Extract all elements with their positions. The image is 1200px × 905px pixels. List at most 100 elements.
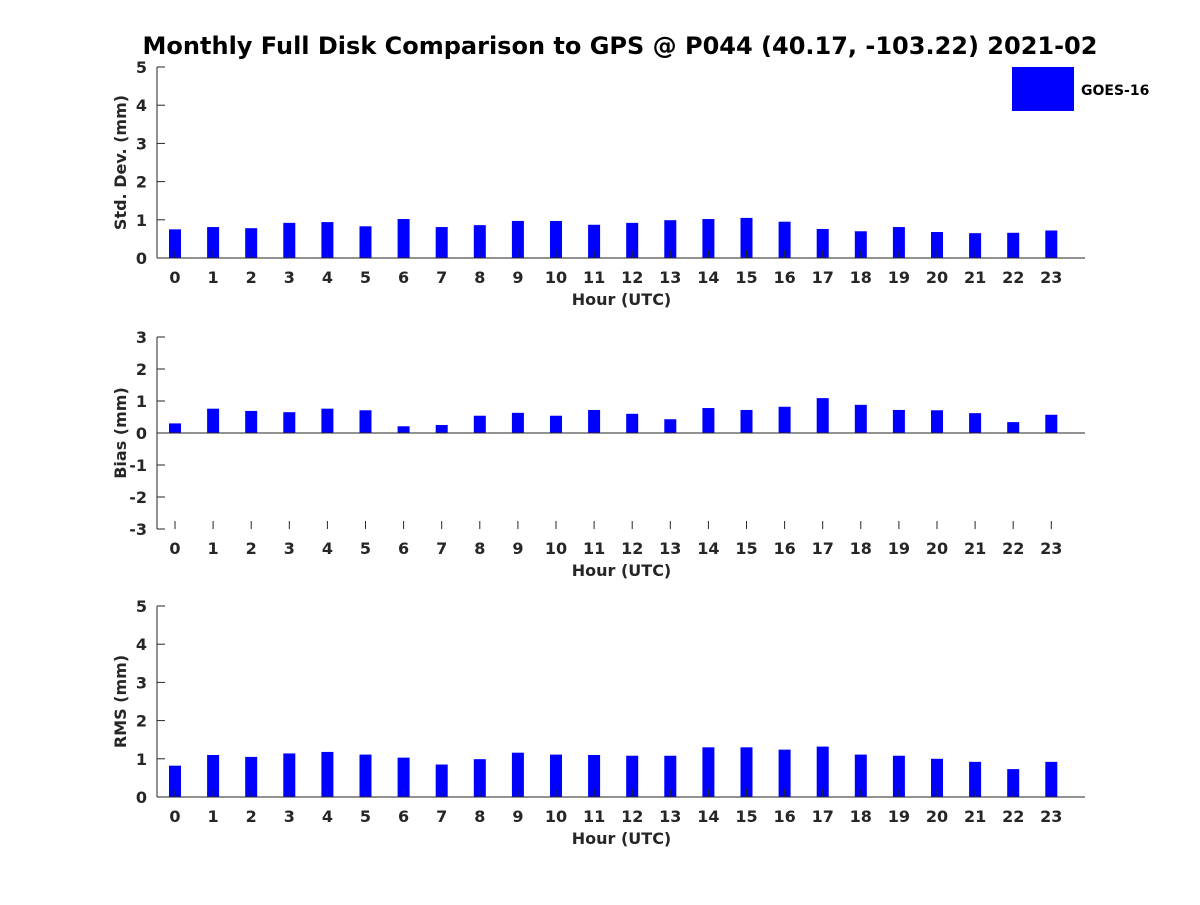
x-tick-label: 3 — [284, 807, 295, 826]
y-tick-label: 2 — [136, 173, 147, 192]
x-tick-label: 12 — [621, 539, 643, 558]
x-tick-label: 5 — [360, 807, 371, 826]
x-tick-label: 16 — [773, 807, 795, 826]
y-axis-label: Std. Dev. (mm) — [111, 95, 130, 230]
bar — [664, 419, 677, 433]
x-tick-label: 20 — [926, 539, 948, 558]
x-tick-label: 16 — [773, 539, 795, 558]
y-tick-label: -2 — [129, 488, 147, 507]
x-tick-label: 21 — [964, 539, 986, 558]
bar — [397, 219, 410, 258]
bar — [931, 758, 943, 797]
x-tick-label: 7 — [436, 807, 447, 826]
chart-title: Monthly Full Disk Comparison to GPS @ P0… — [143, 32, 1098, 60]
x-tick-label: 6 — [398, 268, 409, 287]
bar — [702, 219, 715, 258]
legend: GOES-16 — [1012, 67, 1149, 111]
x-tick-label: 4 — [322, 807, 333, 826]
x-tick-label: 23 — [1040, 807, 1062, 826]
x-tick-label: 22 — [1002, 807, 1024, 826]
bar — [511, 220, 524, 258]
x-tick-label: 5 — [360, 268, 371, 287]
bar — [854, 404, 867, 433]
x-tick-label: 23 — [1040, 539, 1062, 558]
x-tick-label: 0 — [169, 807, 180, 826]
x-tick-label: 9 — [512, 539, 523, 558]
x-tick-label: 21 — [964, 268, 986, 287]
bar — [892, 227, 905, 258]
bar — [892, 755, 905, 797]
bar — [740, 217, 753, 258]
bar — [207, 754, 220, 797]
y-tick-label: 1 — [136, 392, 147, 411]
y-tick-label: 4 — [136, 635, 147, 654]
x-tick-label: 13 — [659, 807, 681, 826]
x-tick-label: 2 — [246, 539, 257, 558]
x-tick-label: 22 — [1002, 268, 1024, 287]
bar — [588, 224, 601, 258]
x-tick-label: 1 — [208, 807, 219, 826]
x-tick-label: 4 — [322, 539, 333, 558]
x-tick-label: 14 — [697, 539, 719, 558]
bar — [740, 409, 753, 433]
bar — [435, 227, 448, 258]
x-tick-label: 6 — [398, 807, 409, 826]
y-tick-label: 5 — [136, 597, 147, 616]
y-tick-label: 0 — [136, 788, 147, 807]
bar — [1045, 230, 1058, 258]
bar — [473, 225, 486, 258]
bar — [550, 415, 562, 433]
bar — [245, 228, 258, 258]
bar — [740, 747, 753, 797]
bar — [169, 765, 181, 797]
y-tick-label: 1 — [136, 750, 147, 769]
x-tick-label: 8 — [474, 807, 485, 826]
bar — [1007, 422, 1020, 433]
bar — [702, 408, 715, 433]
x-tick-label: 18 — [850, 268, 872, 287]
x-tick-label: 13 — [659, 268, 681, 287]
bar — [550, 220, 562, 258]
bar — [473, 759, 486, 797]
y-tick-label: 3 — [136, 328, 147, 347]
x-tick-label: 17 — [812, 268, 834, 287]
bar — [664, 220, 677, 258]
x-tick-label: 15 — [735, 539, 757, 558]
x-tick-label: 11 — [583, 807, 605, 826]
x-tick-label: 10 — [545, 268, 567, 287]
x-tick-label: 1 — [208, 539, 219, 558]
bar — [321, 222, 334, 258]
bar — [1007, 232, 1020, 258]
bar — [435, 764, 448, 797]
x-tick-label: 11 — [583, 539, 605, 558]
bar — [626, 222, 639, 258]
bar — [359, 226, 372, 258]
x-tick-label: 17 — [812, 807, 834, 826]
bar — [702, 747, 715, 797]
bar — [778, 406, 791, 433]
x-axis-label: Hour (UTC) — [572, 829, 672, 848]
bar — [816, 398, 829, 433]
y-tick-label: 0 — [136, 424, 147, 443]
bar — [283, 753, 296, 797]
x-tick-label: 0 — [169, 539, 180, 558]
y-axis-label: Bias (mm) — [111, 387, 130, 479]
x-tick-label: 0 — [169, 268, 180, 287]
y-tick-label: -3 — [129, 520, 147, 539]
bar — [397, 426, 410, 433]
y-tick-label: 5 — [136, 58, 147, 77]
bar — [892, 409, 905, 433]
bar — [854, 231, 867, 258]
x-tick-label: 22 — [1002, 539, 1024, 558]
y-tick-label: 3 — [136, 673, 147, 692]
x-tick-label: 10 — [545, 807, 567, 826]
x-tick-label: 14 — [697, 268, 719, 287]
bar — [283, 412, 296, 433]
x-axis-label: Hour (UTC) — [572, 290, 672, 309]
bar — [435, 425, 448, 433]
bar — [169, 423, 181, 433]
x-tick-label: 8 — [474, 268, 485, 287]
